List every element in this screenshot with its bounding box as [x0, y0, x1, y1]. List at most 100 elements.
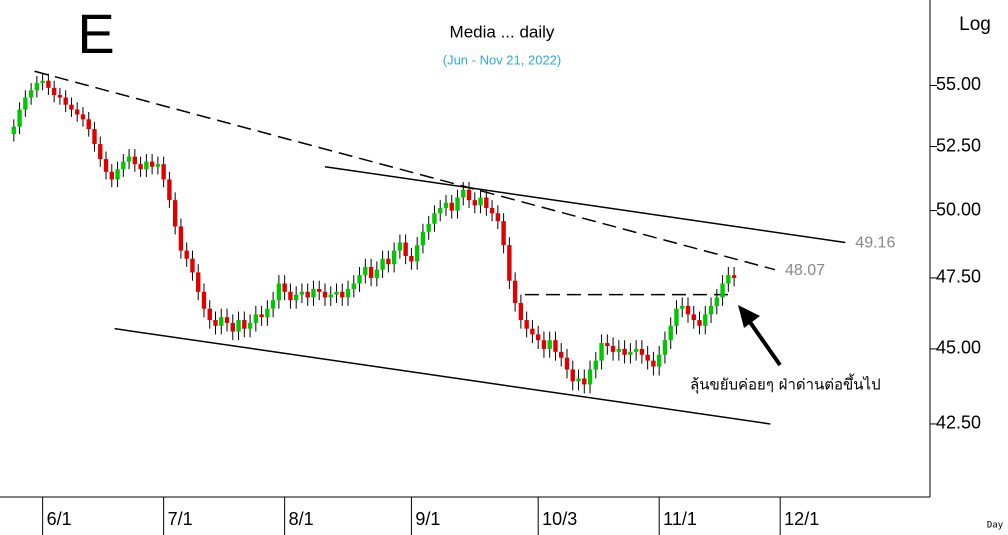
y-tick-label: 52.50 [936, 135, 981, 155]
trendline-label: 48.07 [785, 262, 825, 279]
chart-subtitle: (Jun - Nov 21, 2022) [443, 52, 562, 67]
candle-body [201, 291, 207, 309]
candle-body [507, 245, 512, 281]
candle-body [305, 291, 310, 298]
candle-body [582, 378, 587, 385]
arrow-head [738, 305, 760, 328]
candle-body [530, 328, 535, 335]
candle-body [633, 348, 639, 352]
candle-body [656, 354, 662, 367]
x-tick-label: 10/3 [542, 509, 577, 529]
annotation: ลุ้นขยับค่อยๆ ฝ่าด่านต่อขึ้นไป [690, 374, 881, 395]
candle-body [213, 320, 218, 326]
candle-body [311, 289, 316, 298]
candle-body [155, 164, 161, 167]
candle-body [397, 242, 403, 251]
candle-body [668, 325, 673, 341]
trendline [34, 70, 776, 271]
trendline [114, 327, 771, 425]
candle-body [605, 343, 610, 347]
candle-body [224, 317, 230, 323]
candle-body [161, 164, 166, 180]
candle-body [472, 200, 477, 206]
candle-body [685, 305, 691, 315]
candle-body [587, 369, 593, 385]
candle-body [501, 221, 506, 246]
candle-body [541, 340, 547, 349]
y-tick-label: 50.00 [936, 199, 981, 219]
candle-body [184, 250, 189, 259]
x-tick-label: 9/1 [415, 509, 440, 529]
candle-body [726, 275, 731, 284]
candle-body [484, 197, 489, 208]
candle-body [489, 207, 495, 214]
candle-body [547, 340, 552, 349]
candle-body [178, 226, 184, 251]
candle-body [628, 351, 633, 355]
candle-body [63, 97, 68, 105]
y-tick-label: 55.00 [936, 74, 981, 94]
candle-body [92, 129, 97, 145]
candle-body [610, 346, 616, 352]
x-tick-label: 6/1 [47, 509, 72, 529]
candle-body [230, 322, 235, 332]
candle-body [518, 303, 524, 321]
candle-body [593, 360, 598, 370]
arrow-shaft [743, 313, 782, 367]
candle-body [368, 266, 374, 278]
candle-body [115, 169, 120, 180]
candle-body [524, 320, 529, 329]
candle-body [466, 189, 472, 201]
candle-body [259, 314, 264, 318]
candle-body [28, 90, 34, 98]
candle-body [703, 314, 708, 326]
candle-body [46, 80, 51, 88]
candle-body [639, 348, 645, 355]
candle-body [662, 340, 668, 355]
candle-body [138, 164, 143, 170]
candle-body [391, 250, 397, 265]
candle-body [69, 104, 74, 110]
candle-body [172, 200, 178, 227]
candle-body [322, 291, 328, 298]
y-tick-label: 47.50 [936, 267, 981, 287]
candle-body [149, 161, 155, 167]
x-tick-label: 7/1 [168, 509, 193, 529]
candle-body [449, 202, 454, 211]
candle-body [512, 280, 518, 304]
candle-body [17, 109, 22, 127]
candle-body [98, 144, 103, 160]
candle-body [559, 351, 564, 358]
trendline [324, 165, 846, 244]
candle-body [86, 119, 91, 130]
candle-body [334, 291, 339, 295]
candle-body [219, 317, 224, 326]
candle-body [553, 340, 558, 352]
candle-body [288, 291, 293, 301]
candle-body [697, 320, 702, 326]
candle-body [622, 348, 627, 355]
chart-title: Media ... daily [450, 22, 555, 41]
candle-body [420, 231, 426, 246]
candle-body [196, 272, 201, 292]
candle-body [363, 266, 368, 276]
candle-body [570, 369, 575, 382]
candle-body [374, 269, 380, 278]
scale-label: Log [959, 14, 991, 35]
candle-body [403, 242, 408, 257]
candle-body [409, 256, 414, 262]
candle-body [357, 275, 362, 284]
x-tick-label: 11/1 [663, 509, 697, 529]
candle-body [691, 314, 696, 321]
corner-label: E [77, 2, 114, 65]
y-tick-label: 42.50 [936, 413, 981, 433]
candle-body [75, 109, 80, 115]
candle-body [236, 320, 241, 332]
candle-body [414, 245, 420, 262]
candle-body [351, 283, 356, 290]
candle-body [674, 308, 679, 326]
candle-body [708, 305, 714, 315]
candle-body [270, 300, 276, 309]
